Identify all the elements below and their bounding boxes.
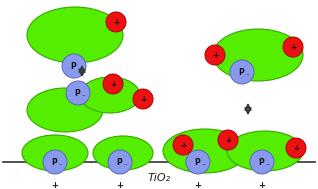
Text: P: P [51, 158, 57, 167]
Text: +: + [195, 180, 202, 189]
Circle shape [43, 150, 67, 174]
Text: ⁻: ⁻ [123, 163, 127, 169]
Text: +: + [110, 80, 116, 89]
Text: P: P [238, 68, 244, 77]
Circle shape [286, 138, 306, 158]
Text: +: + [259, 180, 266, 189]
Ellipse shape [80, 77, 140, 113]
Circle shape [205, 45, 225, 65]
Circle shape [186, 150, 210, 174]
Text: ⁻: ⁻ [265, 163, 269, 169]
Circle shape [62, 54, 86, 78]
Ellipse shape [227, 131, 303, 171]
Text: +: + [140, 95, 146, 104]
Text: ⁻: ⁻ [245, 73, 249, 79]
Text: P: P [116, 158, 122, 167]
Text: +: + [290, 43, 296, 52]
Text: +: + [293, 144, 299, 153]
Text: ⁻: ⁻ [81, 94, 85, 100]
Text: P: P [70, 62, 76, 71]
Text: +: + [225, 136, 231, 145]
Circle shape [283, 37, 303, 57]
Circle shape [103, 74, 123, 94]
Text: +: + [52, 180, 59, 189]
Text: +: + [113, 18, 119, 27]
Ellipse shape [22, 135, 88, 171]
Text: +: + [212, 51, 218, 60]
Circle shape [173, 135, 193, 155]
Circle shape [106, 12, 126, 32]
Ellipse shape [163, 129, 247, 173]
Ellipse shape [213, 29, 303, 81]
Circle shape [218, 130, 238, 150]
Text: P: P [74, 89, 80, 98]
Text: P: P [194, 158, 200, 167]
Circle shape [66, 81, 90, 105]
Circle shape [108, 150, 132, 174]
Text: ⁻: ⁻ [201, 163, 205, 169]
Circle shape [230, 60, 254, 84]
Circle shape [250, 150, 274, 174]
Text: +: + [180, 141, 186, 150]
Ellipse shape [93, 136, 153, 170]
Ellipse shape [27, 7, 123, 63]
Text: TiO₂: TiO₂ [148, 173, 170, 183]
Ellipse shape [27, 88, 103, 132]
Text: P: P [258, 158, 264, 167]
Text: ⁻: ⁻ [77, 67, 81, 73]
Text: ⁻: ⁻ [58, 163, 62, 169]
Text: +: + [116, 180, 123, 189]
Circle shape [133, 89, 153, 109]
